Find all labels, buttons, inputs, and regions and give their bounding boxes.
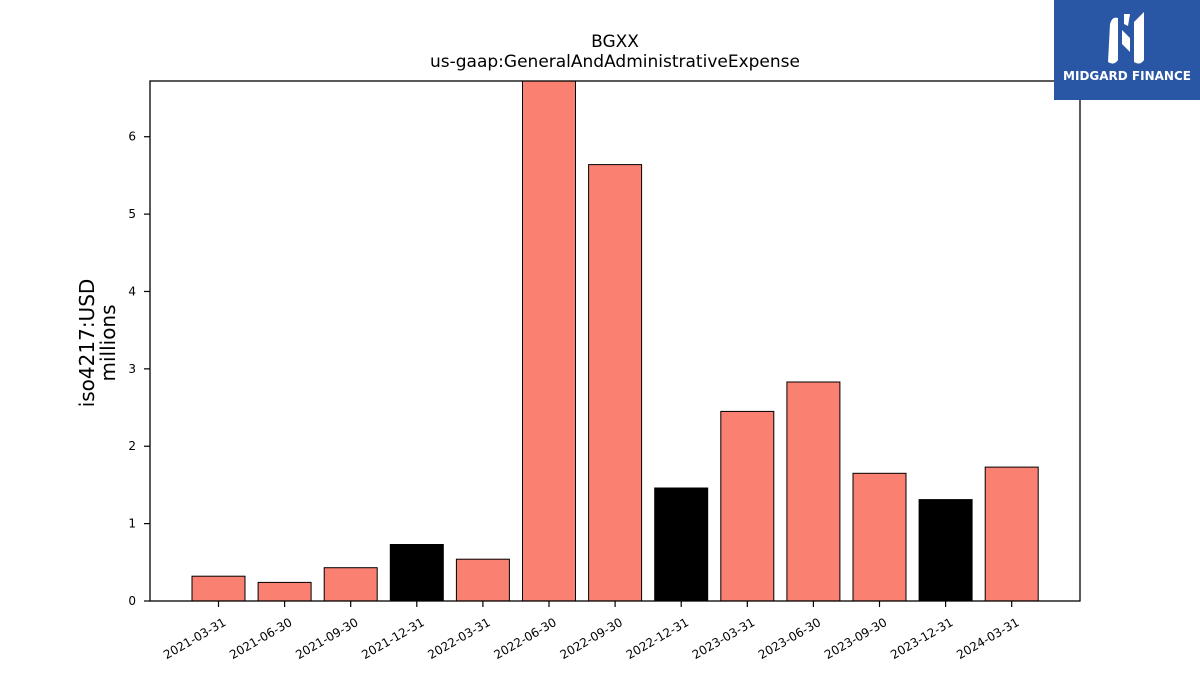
x-tick-label: 2023-06-30 <box>756 615 823 662</box>
y-axis-label: iso4217:USD millions <box>75 279 120 408</box>
chart-subtitle: us-gaap:GeneralAndAdministrativeExpense <box>430 52 800 72</box>
x-tick-label: 2023-09-30 <box>822 615 889 662</box>
x-tick-label: 2022-06-30 <box>491 615 558 662</box>
midgard-logo-icon <box>1108 12 1144 64</box>
x-tick-label: 2021-12-31 <box>359 615 426 662</box>
bar-2022-03-31 <box>455 558 510 602</box>
y-tick-label: 4 <box>128 284 136 298</box>
x-axis-ticks: 2021-03-312021-06-302021-09-302021-12-31… <box>161 601 1022 662</box>
x-tick-label: 2021-09-30 <box>293 615 360 662</box>
x-tick-label: 2021-06-30 <box>227 615 294 662</box>
bars-group <box>191 80 1039 602</box>
y-axis-ticks: 0 1 2 3 4 5 6 <box>128 130 150 608</box>
bar-2021-06-30 <box>257 581 312 602</box>
x-tick-label: 2023-12-31 <box>888 615 955 662</box>
x-tick-label: 2024-03-31 <box>954 615 1021 662</box>
bar-2022-12-31 <box>654 487 709 602</box>
bar-2021-12-31 <box>389 544 444 602</box>
x-tick-label: 2023-03-31 <box>690 615 757 662</box>
bar-2021-09-30 <box>323 567 378 602</box>
bar-2022-09-30 <box>588 164 643 602</box>
x-tick-label: 2022-09-30 <box>558 615 625 662</box>
y-tick-label: 0 <box>128 594 136 608</box>
x-tick-label: 2021-03-31 <box>161 615 228 662</box>
bar-2022-06-30 <box>522 80 576 602</box>
chart-title-block: BGXX us-gaap:GeneralAndAdministrativeExp… <box>150 32 1080 72</box>
bar-2023-06-30 <box>786 381 841 602</box>
logo-text: MIDGARD FINANCE <box>1063 69 1191 83</box>
y-axis-label-main: iso4217:USD <box>75 279 99 408</box>
y-tick-label: 2 <box>128 439 136 453</box>
y-tick-label: 3 <box>128 362 136 376</box>
bar-2024-03-31 <box>984 466 1039 602</box>
plot-frame <box>149 80 1081 602</box>
y-tick-label: 5 <box>128 207 136 221</box>
y-axis-label-unit: millions <box>96 304 120 381</box>
x-tick-label: 2022-12-31 <box>624 615 691 662</box>
bar-2023-03-31 <box>720 410 775 602</box>
x-tick-label: 2022-03-31 <box>425 615 492 662</box>
midgard-finance-logo: MIDGARD FINANCE <box>1054 0 1200 100</box>
y-tick-label: 6 <box>128 130 136 144</box>
bar-2023-09-30 <box>852 472 907 602</box>
y-tick-label: 1 <box>128 517 136 531</box>
chart-title: BGXX <box>591 32 639 52</box>
bar-2023-12-31 <box>918 499 973 602</box>
bar-2021-03-31 <box>191 575 246 602</box>
